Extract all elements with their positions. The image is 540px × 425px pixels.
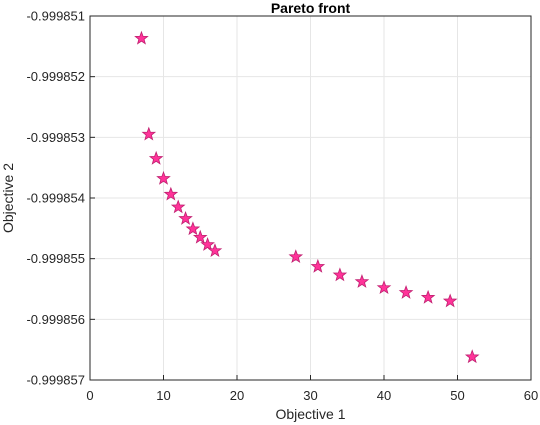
y-tick-label: -0.999856 [26,312,85,327]
data-point-star [141,126,157,141]
data-point-star [200,237,215,251]
data-point-star [207,243,223,257]
data-point-star [192,229,208,244]
x-tick-label: 50 [450,388,464,403]
data-point-star [134,30,149,45]
data-point-star [288,249,304,264]
y-tick-label: -0.999855 [26,251,85,266]
x-tick-label: 30 [303,388,317,403]
data-point-star [310,258,326,273]
data-point-star [464,349,480,364]
data-point-star [420,289,436,304]
y-tick-label: -0.999852 [26,69,85,84]
data-point-star [178,210,193,225]
data-point-star [332,267,348,282]
x-tick-label: 10 [156,388,170,403]
data-point-star [163,186,179,201]
data-point-star [185,221,201,236]
y-tick-label: -0.999851 [26,9,85,24]
data-points [134,30,480,364]
y-tick-label: -0.999857 [26,373,85,388]
data-point-star [442,293,458,308]
data-point-star [148,150,164,165]
data-point-star [376,280,392,294]
data-point-star [170,199,186,214]
y-tick-label: -0.999854 [26,191,85,206]
x-tick-label: 40 [377,388,391,403]
x-tick-label: 0 [86,388,93,403]
chart-title: Pareto front [271,0,351,16]
x-tick-label: 60 [524,388,538,403]
data-point-star [354,274,370,288]
y-tick-label: -0.999853 [26,130,85,145]
axis-ticks: 0 10 20 30 40 50 60 -0.999851 -0.999852 -0.999853… [26,9,538,404]
data-point-star [156,170,171,185]
y-axis-label: Objective 2 [0,163,16,233]
x-axis-label: Objective 1 [275,406,345,422]
x-tick-label: 20 [230,388,244,403]
data-point-star [398,284,414,299]
